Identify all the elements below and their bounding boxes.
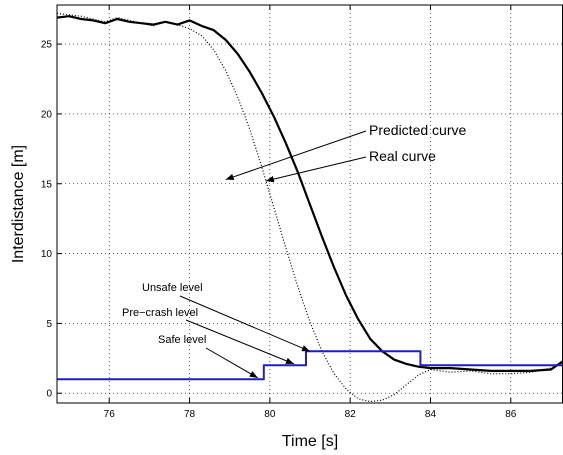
- annotation-arrowhead: [225, 173, 235, 180]
- annotation-arrowhead: [285, 357, 294, 364]
- annotation-label: Pre−crash level: [122, 307, 198, 319]
- y-tick-label: 25: [41, 40, 53, 51]
- ticks: 76 78 80 82 84 86 0 5 10 15 20 25: [41, 5, 517, 420]
- annotation-arrow-line: [205, 347, 259, 379]
- annotation-arrow-line: [185, 319, 295, 365]
- annotation-label: Real curve: [369, 148, 436, 164]
- y-axis-title: Interdistance [m]: [10, 145, 27, 263]
- real-curve-line: [56, 15, 563, 372]
- annotation-arrowhead: [265, 175, 275, 183]
- y-tick-label: 5: [46, 319, 52, 330]
- annotation-unsafe-level: Unsafe level: [142, 282, 311, 352]
- annotation-predicted-curve: Predicted curve: [225, 122, 466, 181]
- annotation-safe-level: Safe level: [158, 334, 259, 379]
- y-tick-label: 0: [46, 389, 52, 400]
- annotation-layer: Predicted curve Real curve Unsafe level Pre…: [122, 122, 466, 379]
- series-layer: [56, 12, 563, 403]
- annotation-arrowhead: [301, 345, 310, 352]
- annotation-arrowhead: [249, 371, 258, 378]
- x-tick-label: 76: [104, 409, 116, 420]
- y-tick-label: 20: [41, 109, 53, 120]
- y-tick-label: 15: [41, 179, 53, 190]
- predicted-curve-line: [56, 12, 563, 403]
- x-axis-title: Time [s]: [282, 433, 338, 450]
- safety-level-line: [57, 350, 563, 381]
- x-tick-label: 86: [505, 409, 517, 420]
- x-tick-label: 84: [425, 409, 437, 420]
- x-tick-label: 80: [264, 409, 276, 420]
- x-tick-label: 82: [345, 409, 357, 420]
- x-tick-label: 78: [184, 409, 196, 420]
- annotation-label: Predicted curve: [369, 122, 466, 138]
- annotation-label: Unsafe level: [142, 282, 203, 294]
- annotation-arrow-line: [225, 130, 367, 181]
- annotation-arrow-line: [265, 156, 367, 182]
- annotation-arrow-line: [179, 295, 311, 352]
- y-tick-label: 10: [41, 249, 53, 260]
- annotation-pre-crash-level: Pre−crash level: [122, 307, 295, 365]
- annotation-label: Safe level: [158, 334, 206, 346]
- annotation-real-curve: Real curve: [265, 148, 436, 183]
